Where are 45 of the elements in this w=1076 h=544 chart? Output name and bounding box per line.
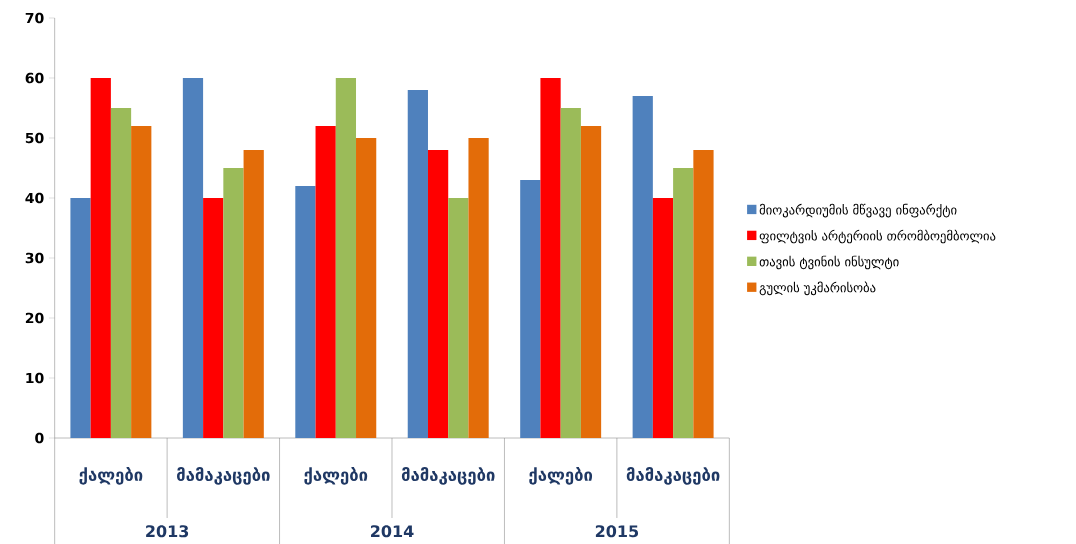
x-tick-label: ქალები: [79, 467, 143, 485]
bar: [110, 108, 132, 438]
y-tick-label: 20: [25, 312, 44, 324]
bar: [580, 126, 602, 438]
bar: [203, 198, 224, 438]
bar: [407, 90, 428, 438]
text: 2015: [595, 525, 639, 538]
bar: [90, 78, 111, 438]
bar: [673, 168, 694, 438]
bar: [652, 198, 674, 438]
bar: [315, 126, 336, 438]
bar: [468, 138, 489, 438]
bar: [520, 180, 541, 438]
bar: [448, 198, 469, 438]
y-tick-label: 70: [25, 12, 44, 24]
legend-label: თავის ტვინის ინსულტი: [759, 255, 899, 270]
y-tick-label: 50: [25, 132, 44, 144]
x-tick-label: მამაკაცები: [177, 467, 270, 485]
y-tick-label: 60: [25, 72, 44, 84]
bar: [295, 186, 316, 438]
legend-label: ფილტვის არტერიის თრომბოემბოლია: [759, 229, 996, 244]
bar: [427, 150, 449, 438]
bar: [243, 150, 264, 438]
x-tick-label: მამაკაცები: [626, 467, 720, 485]
bar: [693, 150, 714, 438]
bar: [632, 96, 653, 438]
bar: [560, 108, 581, 438]
bar: [356, 138, 377, 438]
legend-label: მიოკარდიუმის მწვავე ინფარქტი: [759, 203, 957, 218]
bar: [70, 198, 91, 438]
x-tick-label: ქალები: [529, 467, 593, 485]
bar: [131, 126, 152, 438]
x-tick-label: მამაკაცები: [401, 467, 495, 485]
bar: [335, 78, 357, 438]
y-tick-label: 40: [25, 192, 44, 204]
legend-label: გულის უკმარისობა: [759, 281, 876, 296]
y-tick-label: 10: [26, 372, 44, 384]
bar: [223, 168, 244, 438]
y-tick-label: 30: [25, 252, 44, 264]
bar: [540, 78, 561, 438]
x-tick-label: ქალები: [304, 467, 368, 485]
bar: [182, 78, 204, 438]
text: 2014: [371, 525, 414, 538]
y-tick-label: 0: [35, 432, 44, 444]
text: 2013: [146, 525, 189, 538]
